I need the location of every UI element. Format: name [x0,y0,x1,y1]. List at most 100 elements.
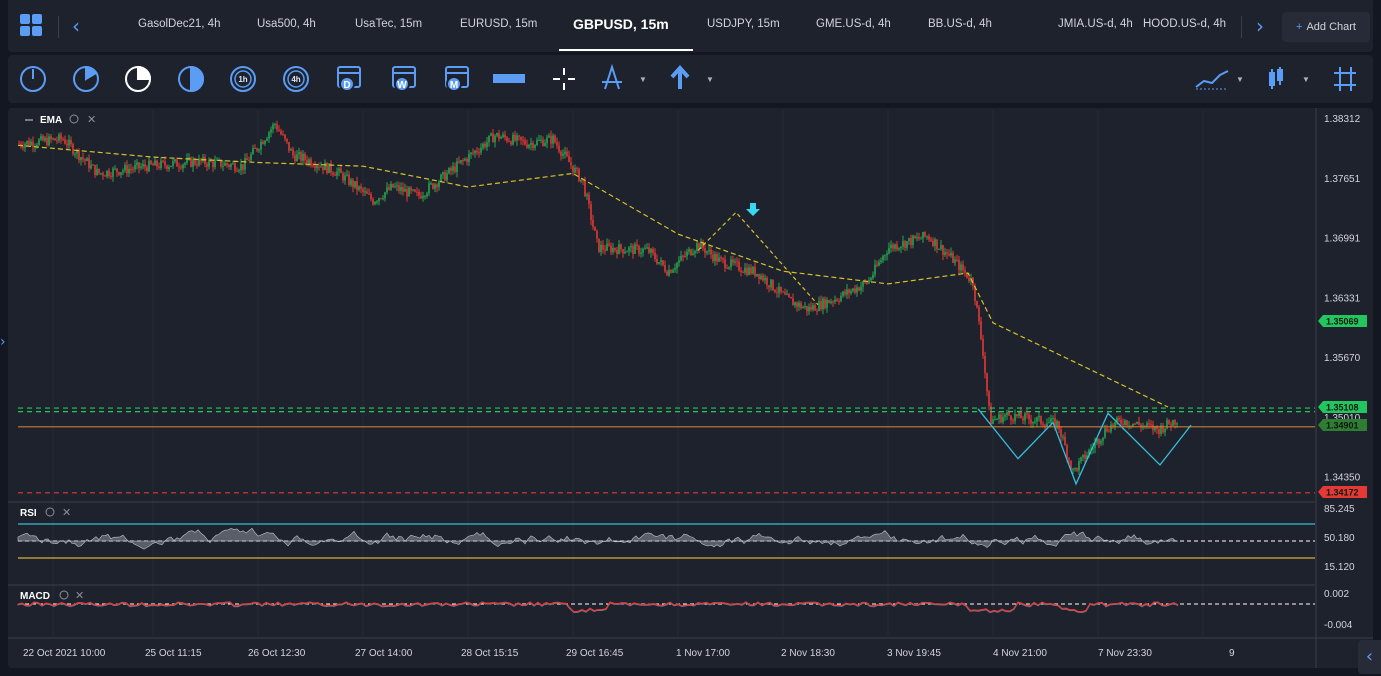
tabs-prev-icon[interactable]: ‹ [72,14,80,38]
candle-body [286,138,288,142]
candle-body [132,169,134,171]
price-tick-label: 1.38312 [1324,114,1361,125]
collapse-panel-icon[interactable]: ‹ [1358,640,1381,674]
candle-body [494,135,496,143]
tab-chart[interactable]: GasolDec21, 4h [138,18,221,30]
tab-chart[interactable]: JMIA.US-d, 4h [1058,18,1133,30]
tab-chart[interactable]: BB.US-d, 4h [928,18,992,30]
timeframe-4h-clock-icon[interactable] [283,66,309,92]
candle-body [952,252,954,263]
timeframe-weekly-calendar-icon[interactable] [392,66,416,92]
trend-drawing[interactable] [697,211,819,306]
compass-dropdown-caret-icon[interactable]: ▼ [639,75,647,84]
tab-chart[interactable]: UsaTec, 15m [355,18,423,30]
layout-grid-icon[interactable] [20,14,42,36]
measure-ruler-icon[interactable] [493,74,525,83]
candle-body [622,249,624,254]
candle-body [22,146,24,148]
close-icon[interactable]: ✕ [62,507,71,519]
expand-left-icon[interactable]: › [0,334,6,350]
timeframe-5m-clock-icon[interactable] [73,65,99,92]
candle-body [634,244,636,254]
candle-body [834,299,836,302]
candle-body [430,183,432,185]
settings-icon[interactable] [59,590,69,600]
timeframe-30m-clock-icon[interactable] [178,65,204,93]
timeframe-1h-label: 1h [238,75,247,84]
close-icon[interactable]: ✕ [75,590,84,602]
candle-body [1114,422,1116,427]
settings-icon[interactable] [69,114,79,124]
timeframe-daily-calendar-icon[interactable] [337,66,361,92]
candle-body [940,245,942,249]
tab-chart[interactable]: EURUSD, 15m [460,18,538,30]
price-chart[interactable]: 1.38312 1.37651 1.36991 1.36331 1.35670 1.350… [8,108,1373,668]
tab-chart[interactable]: GBPUSD, 15m [573,16,669,32]
chart-type-dropdown-caret-icon[interactable]: ▼ [1236,75,1244,84]
close-icon[interactable]: ✕ [87,114,96,126]
chart-area[interactable]: 1.38312 1.37651 1.36991 1.36331 1.35670 1.350… [8,108,1373,668]
candle-body [74,153,76,155]
crosshair-icon[interactable] [553,68,575,90]
candle-body [722,258,724,260]
timeframe-1h-clock-icon[interactable] [230,66,256,92]
candle-body [844,291,846,295]
signal-arrow-down-icon[interactable] [746,203,760,216]
tab-chart[interactable]: GME.US-d, 4h [816,18,891,30]
candle-body [1100,440,1102,444]
arrow-dropdown-caret-icon[interactable]: ▼ [706,75,714,84]
candle-body [86,158,88,161]
candle-body [174,159,176,162]
candle-body [628,247,630,252]
timeframe-15m-clock-icon[interactable] [125,65,152,92]
candle-body [556,142,558,146]
tab-chart[interactable]: HOOD.US-d, 4h [1143,18,1227,30]
candle-body [876,264,878,266]
candle-body [538,139,540,141]
grid-icon[interactable] [1334,67,1356,91]
candle-body [584,180,586,197]
candle-body [48,136,50,146]
candle-body [436,184,438,188]
candle-body [114,168,116,170]
chart-type-line-icon[interactable] [1195,70,1229,90]
candle-body [842,291,844,296]
candle-body [386,187,388,193]
candle-body [1034,421,1036,423]
candle-body [926,236,928,238]
candle-body [472,152,474,154]
price-badge-label: 1.35069 [1326,317,1359,327]
candle-body [752,266,754,274]
candle-body [870,278,872,281]
candle-body [586,194,588,197]
candle-body [162,160,164,162]
pattern-drawing[interactable] [977,408,1192,486]
candle-body [224,163,226,166]
candle-body [932,240,934,246]
candle-body [1168,419,1170,425]
candle-body [782,291,784,293]
timeframe-1m-clock-icon[interactable] [20,66,46,92]
candle-body [994,419,996,421]
candle-body [496,133,498,136]
candles-dropdown-caret-icon[interactable]: ▼ [1302,75,1310,84]
tab-chart[interactable]: USDJPY, 15m [707,18,780,30]
candle-body [838,300,840,302]
candle-body [768,285,770,288]
candles-icon[interactable] [1269,67,1283,89]
drawing-compass-icon[interactable] [602,63,622,90]
add-chart-button[interactable]: + Add Chart [1282,12,1370,42]
candle-body [700,241,702,249]
candle-body [136,162,138,165]
candle-body [62,139,64,141]
settings-icon[interactable] [45,507,55,517]
candle-body [100,173,102,175]
candle-body [936,239,938,250]
candle-body [788,294,790,297]
candle-body [710,249,712,255]
tabs-next-icon[interactable]: › [1256,14,1264,38]
candle-body [704,248,706,253]
arrow-up-icon[interactable] [670,64,690,89]
tab-chart[interactable]: Usa500, 4h [257,18,316,30]
timeframe-monthly-calendar-icon[interactable] [445,66,469,92]
